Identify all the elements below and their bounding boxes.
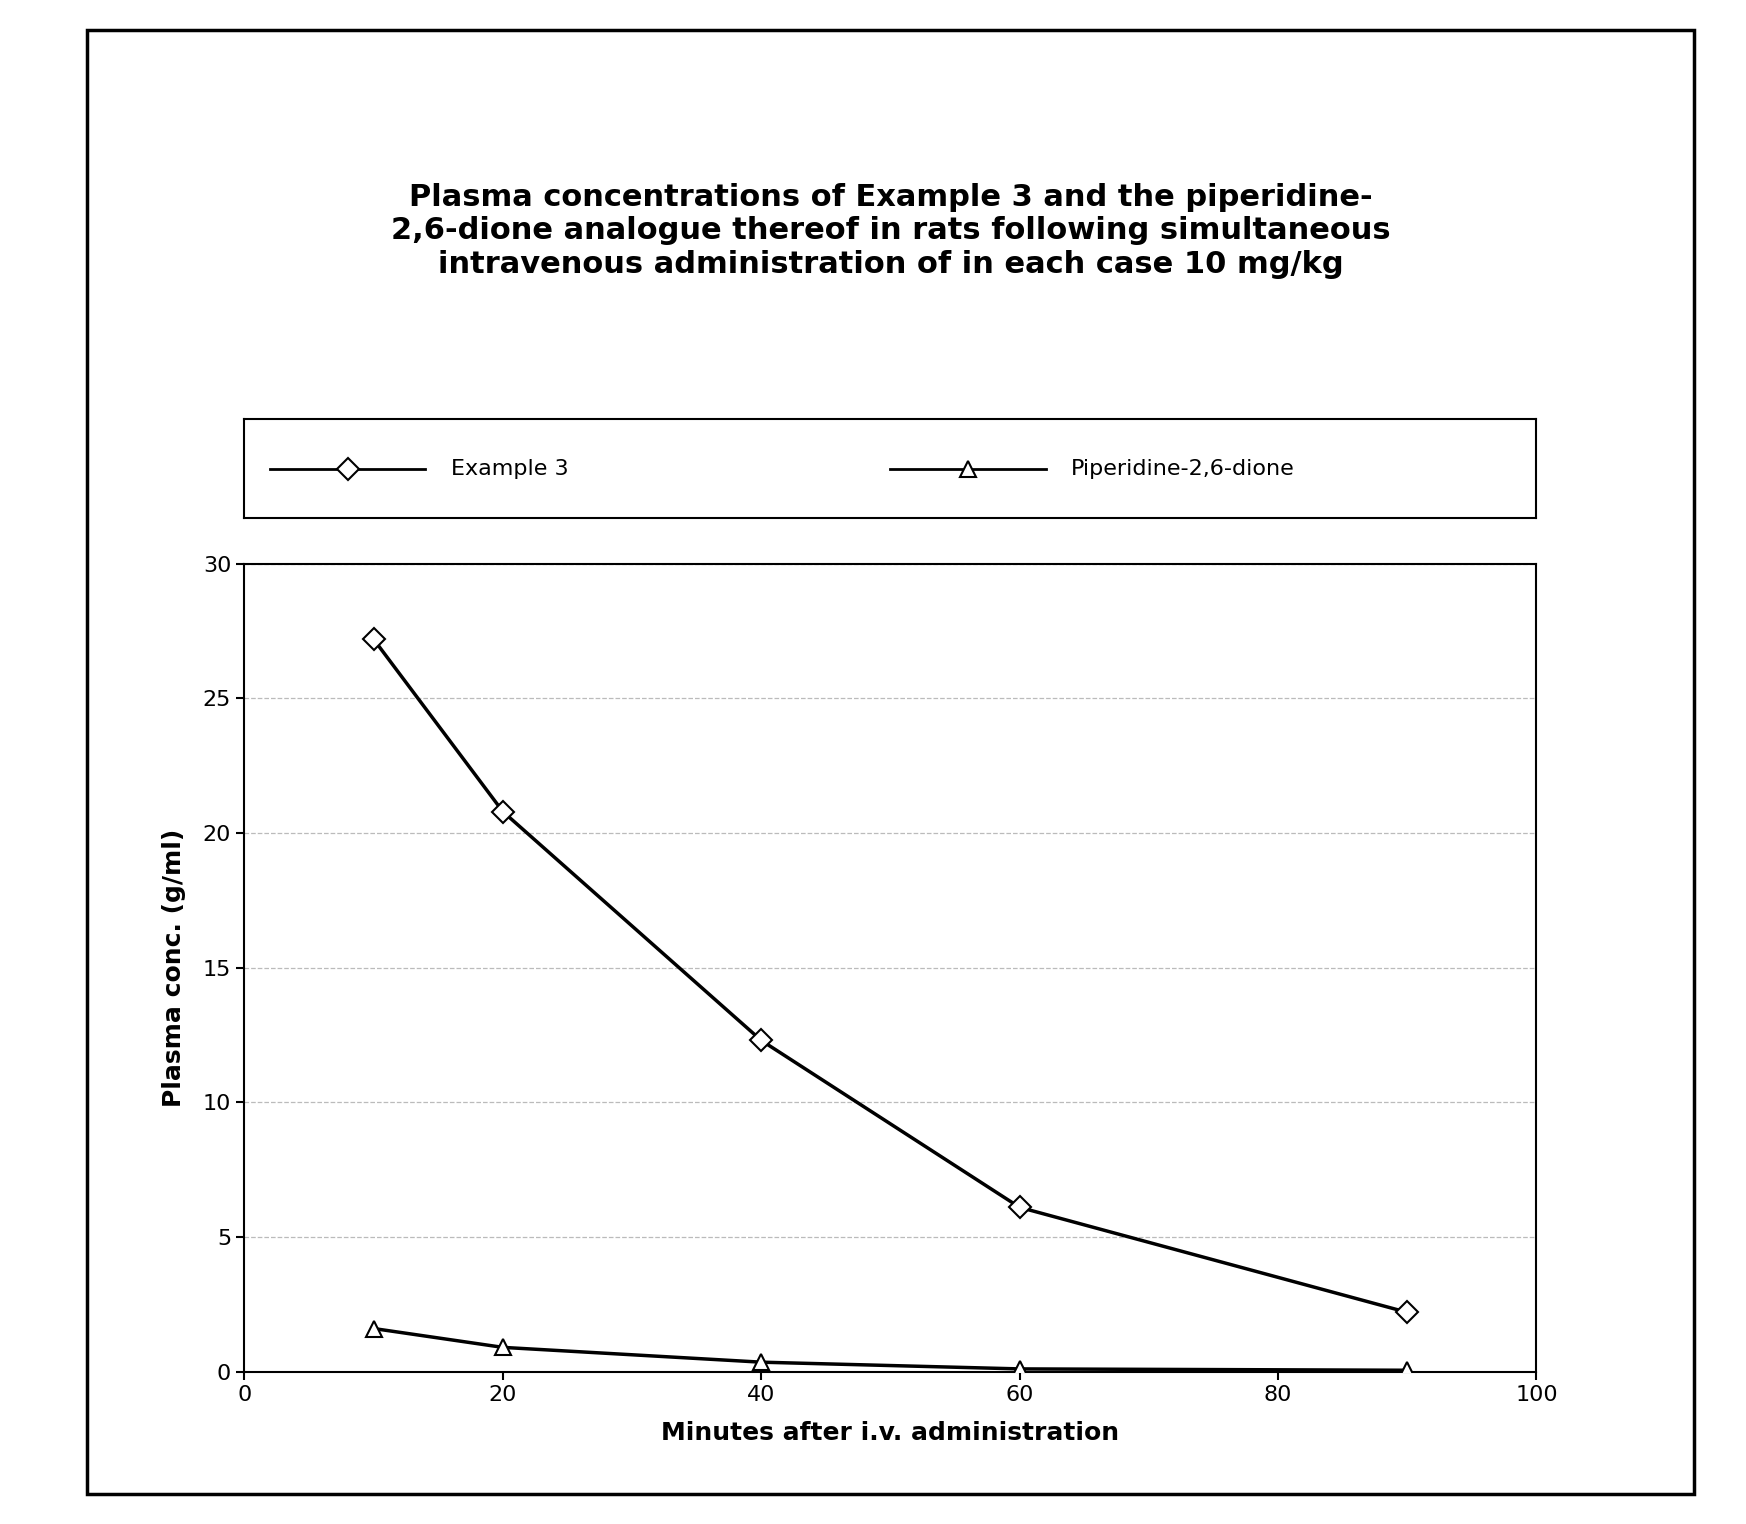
Piperidine-2,6-dione xyxy=(1009,1359,1030,1378)
Line: Piperidine-2,6-dione: Piperidine-2,6-dione xyxy=(367,1321,1414,1378)
Piperidine-2,6-dione xyxy=(363,1320,384,1338)
Text: Example 3: Example 3 xyxy=(450,459,569,479)
Text: Piperidine-2,6-dione: Piperidine-2,6-dione xyxy=(1072,459,1296,479)
Piperidine-2,6-dione xyxy=(751,1353,772,1372)
X-axis label: Minutes after i.v. administration: Minutes after i.v. administration xyxy=(662,1422,1119,1445)
Line: Example 3: Example 3 xyxy=(367,631,1414,1320)
Text: Plasma concentrations of Example 3 and the piperidine-
2,6-dione analogue thereo: Plasma concentrations of Example 3 and t… xyxy=(391,183,1390,279)
Example 3 xyxy=(1397,1303,1418,1321)
Piperidine-2,6-dione xyxy=(492,1338,513,1356)
Example 3 xyxy=(751,1032,772,1050)
Example 3 xyxy=(1009,1198,1030,1216)
Example 3 xyxy=(492,803,513,821)
Piperidine-2,6-dione xyxy=(1397,1361,1418,1379)
Y-axis label: Plasma conc. (g/ml): Plasma conc. (g/ml) xyxy=(162,829,187,1106)
Example 3 xyxy=(363,629,384,648)
